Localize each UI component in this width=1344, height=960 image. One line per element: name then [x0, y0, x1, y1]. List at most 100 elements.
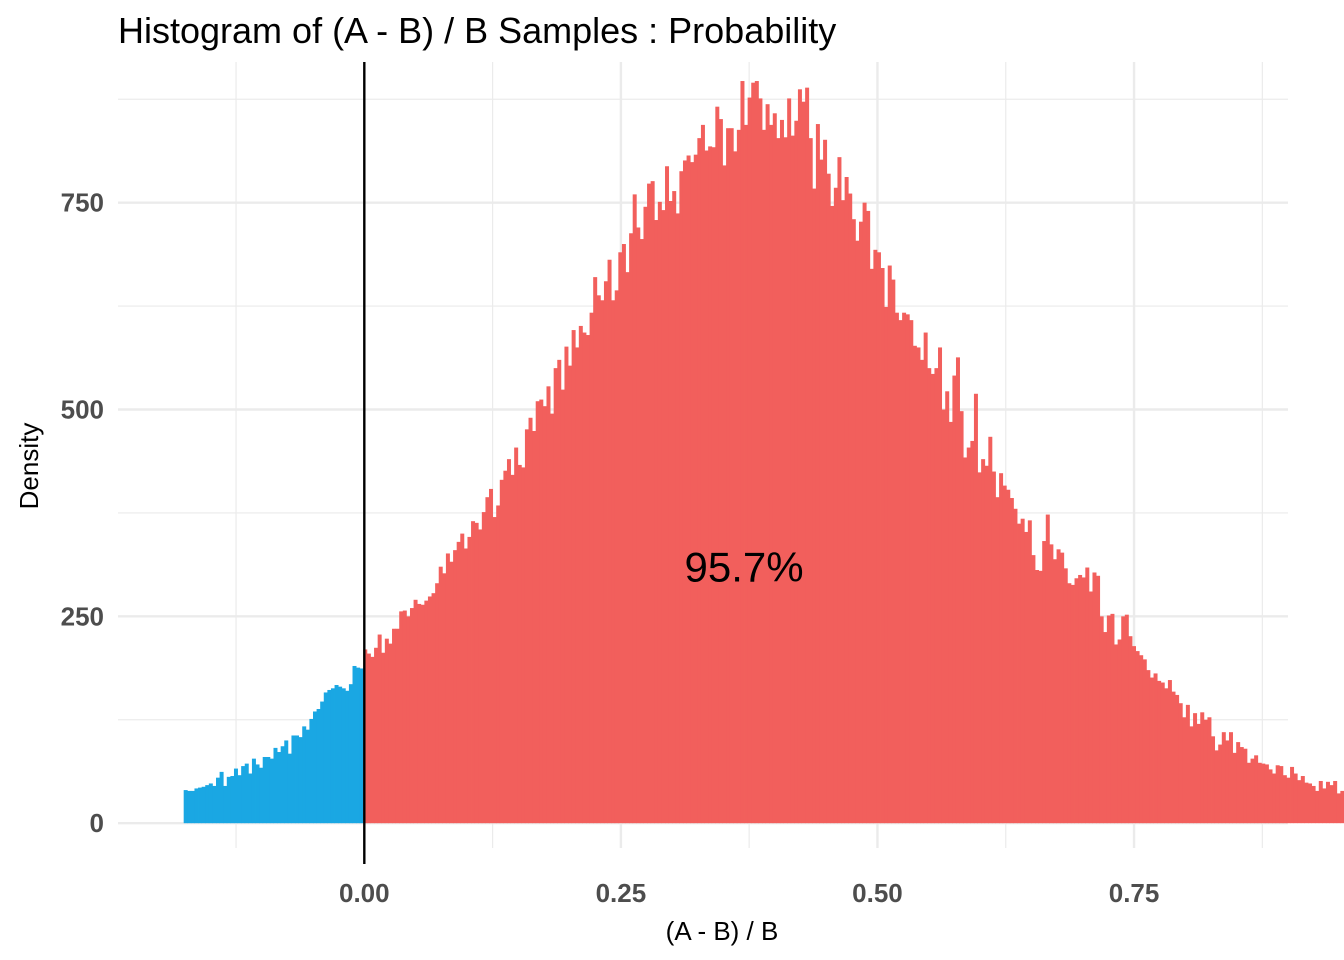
histogram-bar [794, 120, 799, 824]
histogram-bar [244, 763, 249, 824]
histogram-bar [1110, 613, 1115, 824]
histogram-bar [1017, 523, 1022, 824]
histogram-bar [277, 752, 282, 824]
histogram-bar [542, 406, 547, 824]
histogram-bar [600, 300, 605, 824]
histogram-bar [309, 718, 314, 824]
y-tick-label: 250 [61, 601, 104, 631]
histogram-bar [1106, 615, 1111, 824]
histogram-bar [726, 128, 731, 824]
histogram-bar [320, 701, 325, 824]
histogram-bar [876, 252, 881, 824]
histogram-bar [909, 320, 914, 824]
histogram-bar [503, 470, 508, 824]
histogram-bar [1096, 575, 1101, 824]
histogram-bar [316, 709, 321, 824]
histogram-bar [485, 497, 490, 824]
histogram-bar [471, 521, 476, 824]
histogram-bar [776, 138, 781, 824]
histogram-bar [1149, 677, 1154, 824]
histogram-bar [859, 221, 863, 824]
histogram-bar [815, 124, 820, 824]
y-axis-title: Density [14, 423, 44, 510]
histogram-bar [1178, 703, 1183, 824]
histogram-bar [916, 347, 921, 824]
histogram-bar [241, 766, 246, 824]
histogram-bar [280, 746, 285, 824]
histogram-bar [427, 596, 432, 824]
histogram-bar [377, 634, 382, 824]
histogram-bar [952, 375, 957, 824]
histogram-bar [1031, 555, 1036, 824]
histogram-bar [1085, 567, 1090, 824]
histogram-bar [693, 154, 698, 824]
histogram-bar [586, 335, 590, 824]
histogram-bar [1254, 755, 1259, 824]
histogram-bar [941, 409, 946, 824]
histogram-bar [1268, 769, 1273, 824]
histogram-bar [736, 129, 741, 824]
histogram-bar [984, 465, 989, 824]
histogram-bar [1020, 518, 1025, 824]
histogram-bar [1290, 766, 1295, 824]
histogram-bar [381, 652, 386, 824]
histogram-bar [762, 129, 767, 824]
histogram-bar [1074, 578, 1079, 824]
histogram-bar [578, 325, 583, 824]
histogram-bar [999, 473, 1004, 824]
histogram-bar [1279, 766, 1284, 824]
histogram-bar [524, 429, 529, 824]
histogram-bar [589, 312, 594, 824]
histogram-bar [1232, 752, 1237, 824]
histogram-bar [259, 767, 264, 824]
histogram-bar [797, 89, 802, 824]
histogram-bar [417, 603, 422, 824]
histogram-bar [754, 81, 759, 824]
histogram-bar [930, 373, 935, 824]
histogram-bar [787, 98, 792, 824]
histogram-bar [607, 259, 612, 824]
histogram-bar [1275, 765, 1280, 824]
histogram-bar [708, 146, 713, 824]
histogram-bar [769, 124, 774, 824]
histogram-bar [442, 573, 447, 824]
chart-title: Histogram of (A - B) / B Samples : Proba… [118, 10, 836, 51]
histogram-bar [1236, 742, 1241, 824]
histogram-bar [826, 173, 831, 824]
histogram-bar [647, 183, 652, 824]
histogram-bar [413, 599, 418, 824]
histogram-bar [1293, 773, 1298, 824]
histogram-bar [837, 157, 842, 824]
x-tick-label: 0.75 [1109, 878, 1160, 908]
histogram-bar [1067, 583, 1072, 824]
histogram-bar [830, 205, 835, 824]
histogram-bar [1329, 785, 1334, 824]
histogram-bar [560, 389, 565, 824]
histogram-bar [521, 467, 526, 824]
histogram-bar [237, 775, 242, 824]
histogram-bar [650, 181, 655, 824]
histogram-bar [812, 188, 817, 824]
histogram-bar [1304, 782, 1309, 824]
histogram-bar [201, 786, 206, 824]
histogram-bar [1103, 632, 1108, 824]
histogram-bar [338, 686, 343, 824]
histogram-bar [568, 365, 573, 824]
histogram-bar [675, 213, 680, 824]
histogram-bars [183, 81, 1344, 824]
histogram-bar [1207, 717, 1212, 824]
histogram-bar [571, 330, 576, 824]
histogram-bar [223, 785, 228, 824]
histogram-bar [1009, 498, 1014, 824]
histogram-bar [295, 735, 300, 824]
histogram-bar [841, 200, 846, 824]
histogram-bar [284, 740, 289, 824]
histogram-bar [1002, 485, 1007, 824]
histogram-bar [747, 97, 752, 824]
histogram-bar [208, 783, 213, 824]
histogram-bar [366, 653, 371, 824]
histogram-bar [1264, 764, 1269, 824]
histogram-bar [1135, 651, 1140, 824]
histogram-bar [478, 529, 483, 824]
